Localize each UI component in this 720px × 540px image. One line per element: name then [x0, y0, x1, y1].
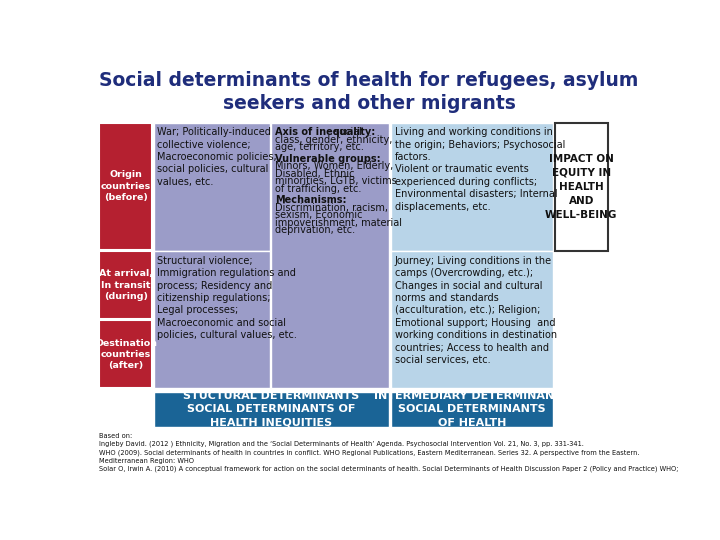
Text: seekers and other migrants: seekers and other migrants — [222, 94, 516, 113]
Text: STUCTURAL DETERMINANTS
SOCIAL DETERMINANTS OF
HEALTH INEQUITIES: STUCTURAL DETERMINANTS SOCIAL DETERMINAN… — [183, 391, 359, 428]
Text: Mechanisms:: Mechanisms: — [275, 195, 347, 205]
Text: Living and working conditions in
the origin; Behaviors; Psychosocial
factors.
Vi: Living and working conditions in the ori… — [395, 127, 565, 212]
Text: Structural violence;
Immigration regulations and
process; Residency and
citizens: Structural violence; Immigration regulat… — [158, 256, 297, 340]
Text: Origin
countries
(before): Origin countries (before) — [101, 171, 150, 201]
Bar — [153, 123, 270, 251]
Text: Minors, Women, Elderly,: Minors, Women, Elderly, — [275, 161, 393, 171]
Bar — [99, 123, 152, 249]
Text: At arrival,
In transit
(during): At arrival, In transit (during) — [99, 269, 153, 301]
Text: Based on:
Ingleby David. (2012 ) Ethnicity, Migration and the ‘Social Determinan: Based on: Ingleby David. (2012 ) Ethnici… — [99, 433, 679, 472]
Text: INTERMEDIARY DETERMINANTS
SOCIAL DETERMINANTS
OF HEALTH: INTERMEDIARY DETERMINANTS SOCIAL DETERMI… — [374, 391, 570, 428]
Text: Discrimination, racism,: Discrimination, racism, — [275, 202, 388, 213]
Bar — [99, 251, 152, 319]
Text: Axis of inequality:: Axis of inequality: — [275, 127, 375, 137]
Text: class, gender, ethnicity,: class, gender, ethnicity, — [275, 134, 392, 145]
Text: Destination
countries
(after): Destination countries (after) — [94, 339, 157, 370]
Text: IMPACT ON
EQUITY IN
HEALTH
AND
WELL-BEING: IMPACT ON EQUITY IN HEALTH AND WELL-BEIN… — [545, 154, 618, 220]
Text: of trafficking, etc.: of trafficking, etc. — [275, 184, 361, 194]
Text: Social determinants of health for refugees, asylum: Social determinants of health for refuge… — [99, 71, 639, 90]
Text: impoverishment, material: impoverishment, material — [275, 218, 402, 228]
Text: minorities, LGTB, victims: minorities, LGTB, victims — [275, 176, 397, 186]
Bar — [99, 320, 152, 388]
Bar — [391, 251, 554, 388]
Text: social: social — [331, 127, 362, 137]
Text: sexism, Economic: sexism, Economic — [275, 210, 363, 220]
Text: War; Politically-induced
collective violence;
Macroeconomic policies;
social pol: War; Politically-induced collective viol… — [158, 127, 277, 187]
Bar — [153, 251, 270, 388]
Bar — [555, 123, 608, 251]
Text: age, territory, etc.: age, territory, etc. — [275, 142, 364, 152]
Bar — [271, 123, 389, 388]
Bar — [391, 392, 554, 427]
Text: deprivation, etc.: deprivation, etc. — [275, 225, 356, 235]
Text: Journey; Living conditions in the
camps (Overcrowding, etc.);
Changes in social : Journey; Living conditions in the camps … — [395, 256, 557, 365]
Bar — [153, 392, 389, 427]
Text: Vulnerable groups:: Vulnerable groups: — [275, 153, 381, 164]
Bar — [391, 123, 554, 251]
Text: Disabled, Ethnic: Disabled, Ethnic — [275, 168, 355, 179]
